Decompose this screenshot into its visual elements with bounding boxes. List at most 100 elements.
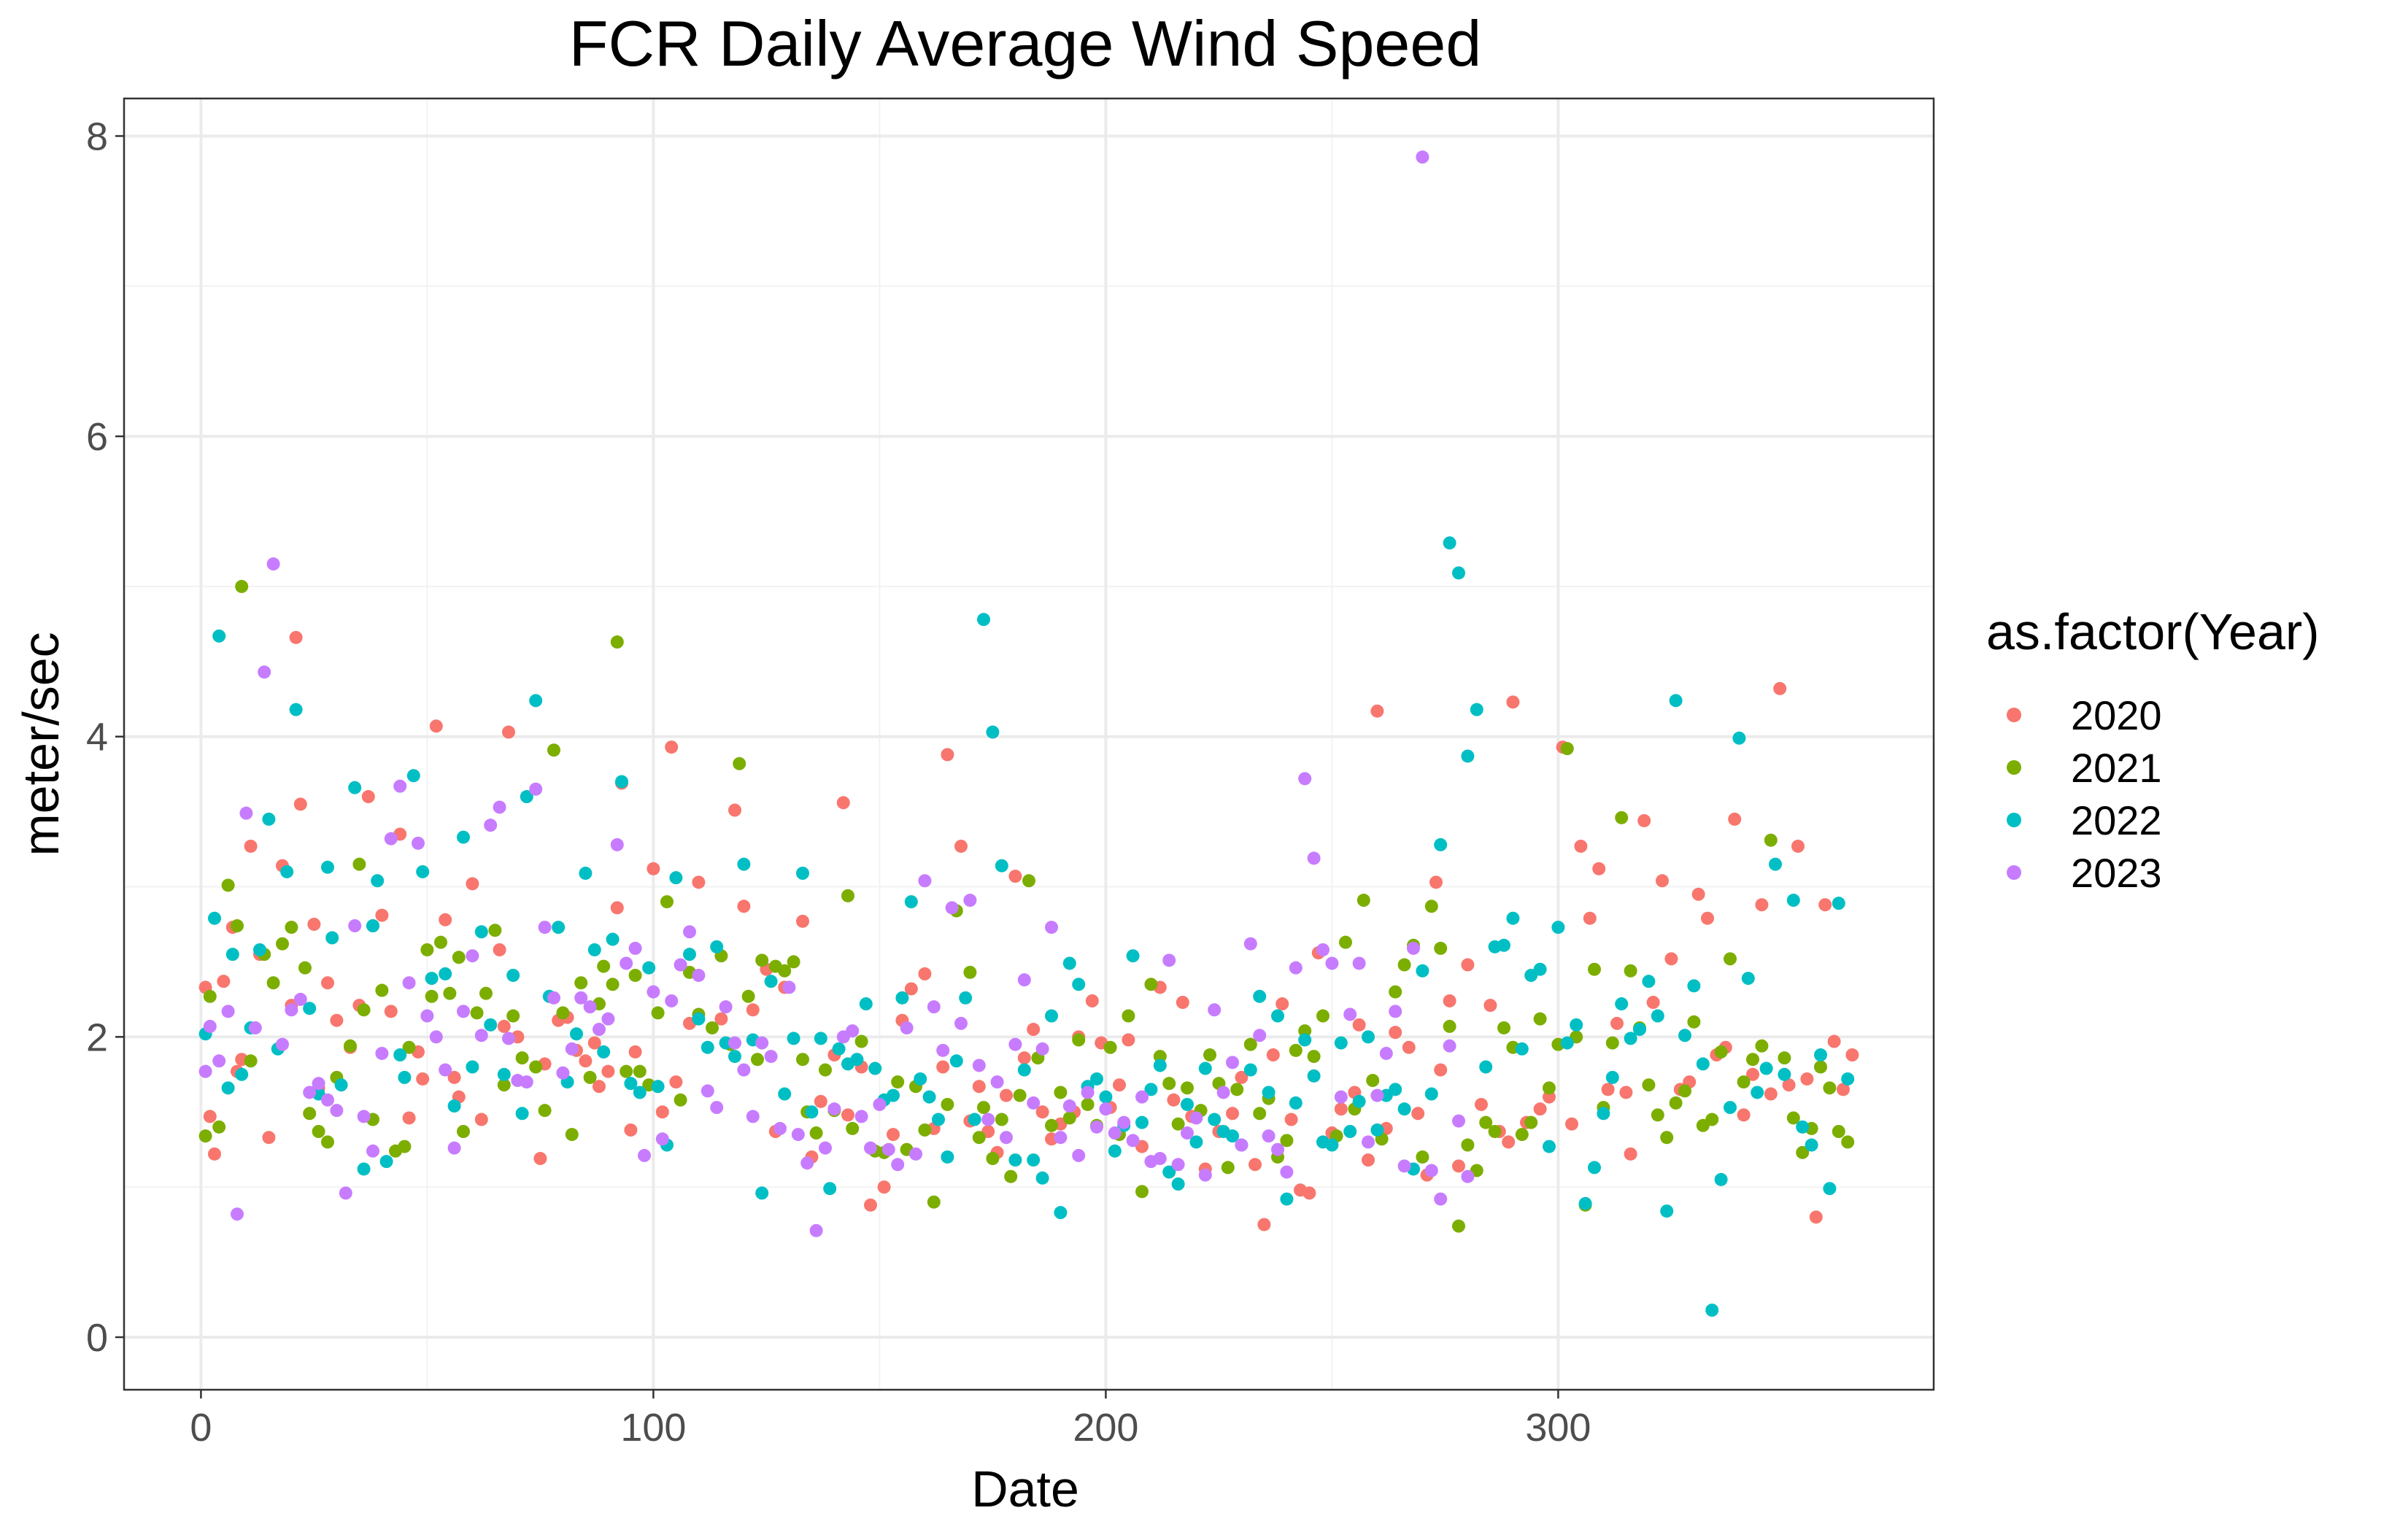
- point-2021: [1461, 1138, 1475, 1152]
- point-2020: [493, 943, 506, 956]
- point-2022: [1624, 1032, 1637, 1045]
- y-axis-title: meter/sec: [12, 632, 69, 856]
- point-2023: [1289, 961, 1303, 975]
- point-2021: [977, 1101, 990, 1115]
- point-2023: [1000, 1131, 1013, 1145]
- point-2021: [610, 635, 624, 649]
- point-2022: [832, 1042, 846, 1056]
- point-2023: [457, 1005, 470, 1018]
- point-2020: [1475, 1097, 1488, 1111]
- y-tick-label: 8: [86, 115, 108, 158]
- point-2020: [1610, 1016, 1624, 1030]
- point-2020: [1800, 1072, 1814, 1086]
- point-2020: [1755, 898, 1769, 912]
- point-2021: [1515, 1128, 1529, 1142]
- point-2023: [1117, 1115, 1131, 1129]
- point-2022: [1054, 1206, 1068, 1220]
- x-axis: 0 100 200 300: [190, 1390, 1591, 1450]
- point-2021: [276, 937, 289, 951]
- point-2021: [741, 989, 755, 1003]
- legend-label-2022: 2022: [2071, 797, 2162, 843]
- point-2022: [1570, 1018, 1583, 1032]
- point-2022: [1778, 1067, 1791, 1081]
- point-2021: [244, 1054, 258, 1068]
- point-2022: [425, 972, 439, 986]
- point-2021: [1823, 1081, 1837, 1095]
- point-2022: [932, 1113, 945, 1126]
- point-2022: [1108, 1144, 1122, 1158]
- point-2023: [620, 956, 633, 970]
- point-2022: [447, 1099, 461, 1113]
- point-2021: [1786, 1111, 1800, 1125]
- point-2021: [425, 989, 439, 1003]
- point-2020: [1027, 1023, 1041, 1037]
- point-2022: [986, 725, 1000, 739]
- point-2023: [1280, 1165, 1294, 1179]
- point-2020: [836, 796, 850, 810]
- point-2020: [610, 901, 624, 915]
- point-2021: [963, 965, 977, 979]
- point-2020: [579, 1054, 593, 1068]
- point-2022: [796, 867, 809, 880]
- point-2023: [728, 1036, 741, 1050]
- point-2021: [1122, 1009, 1135, 1023]
- point-2021: [231, 919, 244, 933]
- point-2022: [1732, 731, 1746, 745]
- point-2021: [443, 986, 457, 1000]
- point-2020: [1656, 874, 1669, 888]
- point-2023: [574, 991, 588, 1005]
- point-2022: [1389, 1083, 1402, 1096]
- point-2023: [1081, 1086, 1095, 1099]
- point-2020: [1701, 911, 1714, 925]
- point-2020: [714, 1012, 728, 1026]
- point-2021: [357, 1003, 371, 1017]
- point-2023: [1045, 921, 1058, 935]
- point-2022: [1362, 1030, 1375, 1044]
- point-2023: [1379, 1046, 1393, 1060]
- point-2021: [266, 976, 280, 990]
- point-2020: [1266, 1048, 1280, 1062]
- point-2023: [330, 1104, 344, 1118]
- point-2021: [660, 895, 674, 909]
- point-2023: [909, 1147, 922, 1161]
- point-2022: [1072, 978, 1086, 991]
- point-2023: [1072, 1148, 1086, 1162]
- point-2022: [914, 1072, 927, 1086]
- point-2022: [1171, 1177, 1185, 1191]
- point-2022: [552, 921, 566, 935]
- point-2022: [778, 1087, 792, 1101]
- point-2023: [601, 1012, 615, 1026]
- point-2023: [547, 991, 560, 1005]
- point-2021: [1778, 1051, 1791, 1065]
- point-2023: [628, 941, 642, 955]
- point-2021: [1062, 1111, 1076, 1125]
- point-2020: [692, 875, 706, 889]
- point-2022: [570, 1027, 583, 1041]
- panel-border: [123, 97, 1935, 1391]
- point-2022: [1424, 1087, 1438, 1101]
- point-2023: [990, 1075, 1004, 1089]
- point-2021: [1443, 1019, 1456, 1033]
- point-2021: [1764, 833, 1778, 847]
- point-2023: [1208, 1003, 1222, 1017]
- point-2021: [751, 1053, 764, 1067]
- point-2023: [474, 1029, 488, 1042]
- point-2020: [466, 877, 479, 891]
- point-2020: [439, 913, 452, 926]
- point-2022: [1633, 1023, 1646, 1037]
- point-2022: [1814, 1048, 1827, 1062]
- point-2022: [1090, 1072, 1103, 1086]
- point-2020: [1624, 1147, 1637, 1161]
- point-2022: [895, 991, 909, 1005]
- point-2022: [1153, 1059, 1167, 1072]
- point-2023: [819, 1141, 832, 1155]
- point-2020: [655, 1105, 669, 1119]
- point-2023: [439, 1063, 452, 1077]
- point-2020: [887, 1128, 900, 1142]
- point-2022: [887, 1088, 900, 1102]
- point-2020: [1362, 1153, 1375, 1167]
- point-2023: [1253, 1029, 1267, 1042]
- point-2021: [1203, 1048, 1216, 1062]
- point-2020: [1122, 1033, 1135, 1047]
- x-tick-label: 0: [190, 1406, 212, 1450]
